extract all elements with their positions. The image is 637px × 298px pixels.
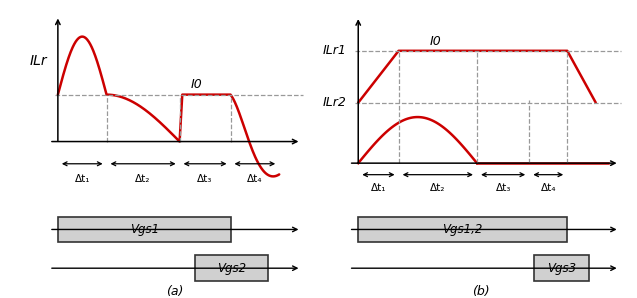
Text: Δt₁: Δt₁	[371, 183, 386, 193]
Text: Vgs1: Vgs1	[129, 223, 159, 236]
Text: Δt₁: Δt₁	[75, 174, 90, 184]
Text: I0: I0	[190, 78, 203, 91]
Text: Δt₂: Δt₂	[430, 183, 445, 193]
Text: Vgs1,2: Vgs1,2	[443, 223, 483, 236]
Text: Δt₃: Δt₃	[496, 183, 511, 193]
Text: (b): (b)	[472, 285, 490, 298]
Text: ILr2: ILr2	[322, 96, 347, 109]
Text: Vgs2: Vgs2	[217, 262, 246, 275]
Text: (a): (a)	[166, 285, 184, 298]
Text: ILr: ILr	[29, 54, 47, 68]
Text: Δt₂: Δt₂	[136, 174, 151, 184]
Text: Δt₄: Δt₄	[541, 183, 556, 193]
Bar	[534, 255, 589, 281]
Bar	[195, 255, 268, 281]
Text: Δt₄: Δt₄	[247, 174, 262, 184]
Text: ILr1: ILr1	[322, 44, 347, 57]
Text: I0: I0	[429, 35, 441, 48]
Bar	[358, 217, 568, 242]
Bar	[58, 217, 231, 242]
Text: Vgs3: Vgs3	[547, 262, 576, 275]
Text: Δt₃: Δt₃	[197, 174, 213, 184]
